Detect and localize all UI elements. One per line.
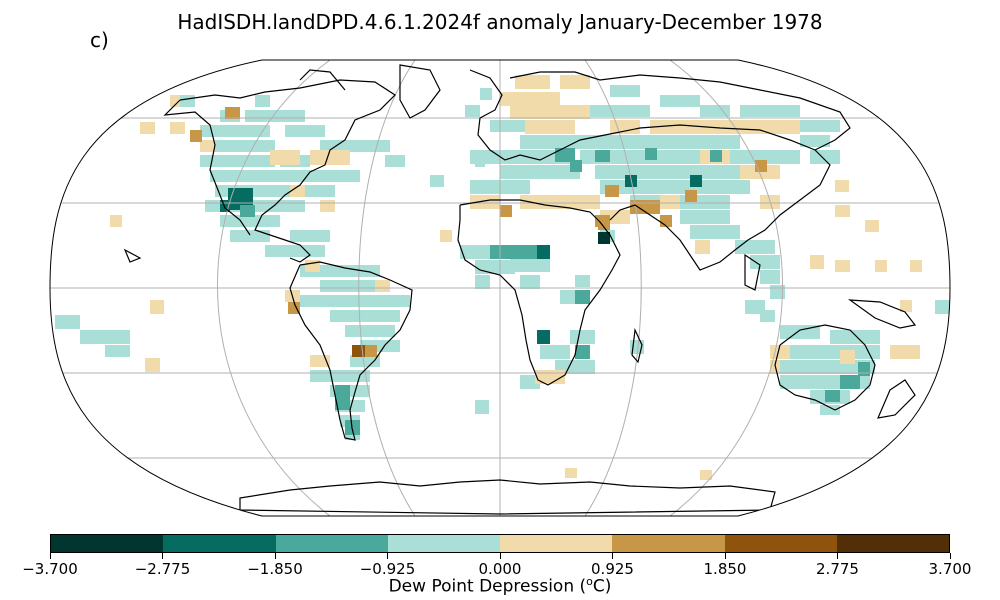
colorbar-segment (836, 535, 949, 552)
colorbar-tick (837, 553, 838, 559)
colorbar-tick-label: −2.775 (134, 560, 191, 578)
colorbar-segment (612, 535, 725, 552)
colorbar-segment (724, 535, 837, 552)
colorbar (50, 534, 950, 553)
colorbar-tick (949, 553, 951, 559)
map-title: HadISDH.landDPD.4.6.1.2024f anomaly Janu… (177, 10, 823, 34)
colorbar-tick (274, 553, 276, 559)
colorbar-segment (387, 535, 500, 552)
graticule (50, 60, 950, 516)
coastlines (123, 64, 917, 515)
colorbar-tick (49, 553, 51, 559)
map-boundary (49, 59, 951, 517)
colorbar-tick-label: −0.925 (359, 560, 416, 578)
colorbar-tick-label: 0.925 (591, 560, 634, 578)
colorbar-tick-label: −3.700 (22, 560, 78, 578)
colorbar-tick (499, 553, 501, 559)
colorbar-tick-label: 3.700 (928, 560, 972, 578)
colorbar-tick-label: −1.850 (247, 560, 303, 578)
world-map (49, 59, 951, 517)
colorbar-tick (724, 553, 726, 559)
colorbar-tick (162, 553, 163, 559)
colorbar-tick (612, 553, 613, 559)
anomaly-grid (55, 75, 950, 480)
colorbar-tick-label: 1.850 (703, 560, 747, 578)
colorbar-segment (275, 535, 388, 552)
colorbar-tick-label: 0.000 (478, 560, 522, 578)
panel-label: c) (90, 28, 109, 52)
colorbar-segment (51, 535, 164, 552)
colorbar-segment (500, 535, 613, 552)
colorbar-segment (163, 535, 276, 552)
colorbar-label: Dew Point Depression (oC) (388, 575, 612, 597)
colorbar-tick-label: 2.775 (816, 560, 859, 578)
colorbar-tick (387, 553, 388, 559)
